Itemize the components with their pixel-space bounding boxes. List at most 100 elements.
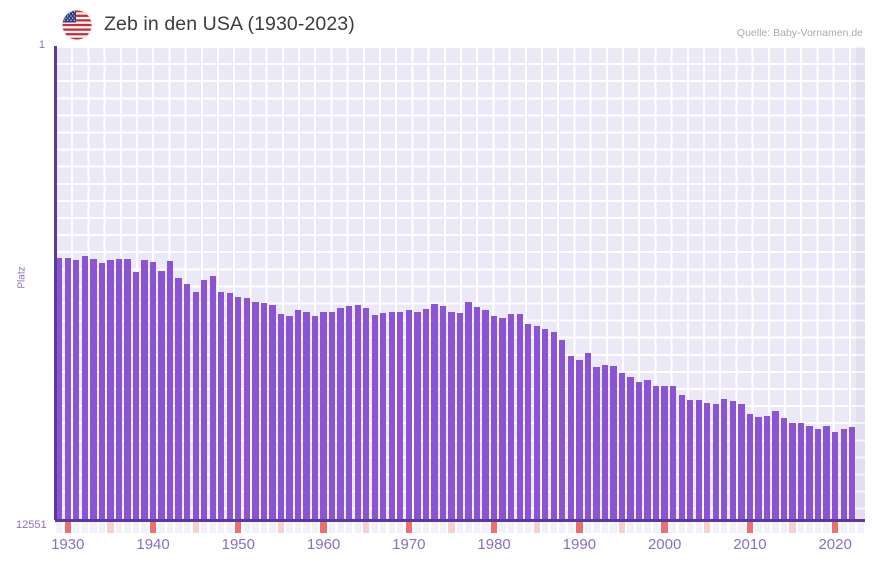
bar-1982[interactable] (508, 313, 515, 520)
bar-2008[interactable] (729, 401, 736, 520)
bar-1978[interactable] (473, 307, 481, 520)
bar-1935[interactable] (107, 260, 114, 520)
source-attribution: Quelle: Baby-Vornamen.de (736, 27, 863, 39)
bar-1949[interactable] (226, 292, 233, 520)
bar-2003[interactable] (687, 399, 694, 520)
bar-2010[interactable] (746, 413, 754, 520)
bar-1948[interactable] (218, 291, 225, 520)
bar-2011[interactable] (755, 416, 762, 520)
x-tick-1974 (439, 521, 447, 533)
bar-1958[interactable] (303, 312, 310, 520)
bar-1959[interactable] (311, 316, 319, 520)
bar-2013[interactable] (772, 411, 779, 520)
bar-1970[interactable] (405, 310, 412, 520)
bar-1984[interactable] (525, 324, 532, 520)
bar-1980[interactable] (490, 316, 498, 520)
bar-1956[interactable] (286, 316, 293, 520)
bar-2014[interactable] (780, 418, 788, 520)
bar-1960[interactable] (320, 311, 327, 520)
bar-1942[interactable] (166, 261, 174, 520)
bar-2018[interactable] (814, 429, 822, 520)
bar-1947[interactable] (209, 276, 216, 520)
bar-1971[interactable] (414, 312, 421, 520)
bar-1989[interactable] (567, 356, 574, 520)
bar-1955[interactable] (277, 314, 285, 520)
bar-2005[interactable] (704, 402, 711, 520)
bar-1994[interactable] (610, 365, 617, 520)
bar-1986[interactable] (542, 328, 549, 520)
bar-1985[interactable] (533, 325, 540, 520)
bar-1941[interactable] (158, 270, 165, 520)
bar-2022[interactable] (849, 427, 856, 520)
bar-1999[interactable] (652, 386, 660, 520)
bar-2019[interactable] (823, 425, 830, 520)
bar-1993[interactable] (601, 365, 609, 520)
bar-2009[interactable] (738, 403, 745, 520)
bar-2000[interactable] (661, 386, 668, 520)
bar-1939[interactable] (141, 260, 148, 520)
bar-2002[interactable] (678, 395, 685, 520)
bar-1973[interactable] (431, 303, 438, 520)
bar-2004[interactable] (695, 400, 702, 520)
bar-1929[interactable] (56, 258, 63, 520)
bar-1988[interactable] (559, 340, 566, 520)
bar-1952[interactable] (252, 301, 259, 520)
bar-1995[interactable] (618, 373, 626, 520)
bar-1996[interactable] (627, 376, 634, 520)
bar-2020[interactable] (832, 431, 839, 520)
bar-1975[interactable] (448, 311, 455, 520)
bar-1962[interactable] (337, 307, 344, 520)
bar-1979[interactable] (482, 310, 489, 520)
bar-1991[interactable] (584, 353, 592, 520)
bar-1983[interactable] (516, 313, 523, 520)
y-axis-bottom-label: 12551 (16, 519, 47, 531)
bar-1968[interactable] (388, 312, 395, 520)
bar-1937[interactable] (124, 259, 131, 520)
bar-1969[interactable] (397, 311, 404, 520)
bar-1954[interactable] (269, 304, 276, 520)
bar-1997[interactable] (635, 381, 643, 520)
x-axis-line (55, 519, 865, 522)
bar-1998[interactable] (644, 380, 651, 520)
bar-1965[interactable] (363, 307, 370, 520)
bar-2016[interactable] (797, 422, 805, 520)
bar-1932[interactable] (81, 255, 88, 520)
bar-1944[interactable] (184, 283, 191, 520)
bar-1938[interactable] (132, 272, 140, 520)
bar-2017[interactable] (806, 425, 813, 520)
bar-1961[interactable] (328, 312, 336, 520)
bar-1946[interactable] (201, 279, 208, 520)
bar-1990[interactable] (576, 359, 583, 520)
bar-1967[interactable] (380, 313, 387, 520)
bar-1964[interactable] (354, 304, 361, 520)
bar-1981[interactable] (499, 318, 506, 520)
bar-1930[interactable] (64, 258, 71, 520)
x-tick-1932 (81, 521, 88, 533)
bar-1933[interactable] (90, 259, 97, 520)
bar-1931[interactable] (73, 260, 80, 520)
bar-1974[interactable] (439, 305, 447, 520)
bar-2007[interactable] (721, 399, 728, 520)
bar-1987[interactable] (550, 331, 557, 520)
bar-2001[interactable] (670, 386, 677, 520)
bar-1951[interactable] (243, 297, 250, 520)
bar-1992[interactable] (593, 367, 600, 520)
bar-1943[interactable] (175, 278, 182, 520)
bar-2015[interactable] (789, 423, 796, 520)
bar-1953[interactable] (260, 302, 268, 520)
x-tick-2019 (823, 521, 830, 533)
bar-1945[interactable] (192, 291, 199, 520)
bar-1972[interactable] (422, 308, 430, 520)
bar-1977[interactable] (465, 301, 472, 520)
bar-2006[interactable] (712, 404, 719, 520)
bar-1957[interactable] (294, 310, 302, 520)
bar-1976[interactable] (456, 313, 464, 520)
bar-2012[interactable] (763, 415, 771, 520)
bar-1940[interactable] (149, 262, 157, 520)
bar-1936[interactable] (115, 259, 123, 520)
bar-1963[interactable] (346, 306, 353, 520)
bar-1950[interactable] (235, 297, 242, 520)
bar-2021[interactable] (840, 429, 847, 520)
bar-1966[interactable] (371, 315, 378, 520)
bar-1934[interactable] (98, 263, 106, 520)
